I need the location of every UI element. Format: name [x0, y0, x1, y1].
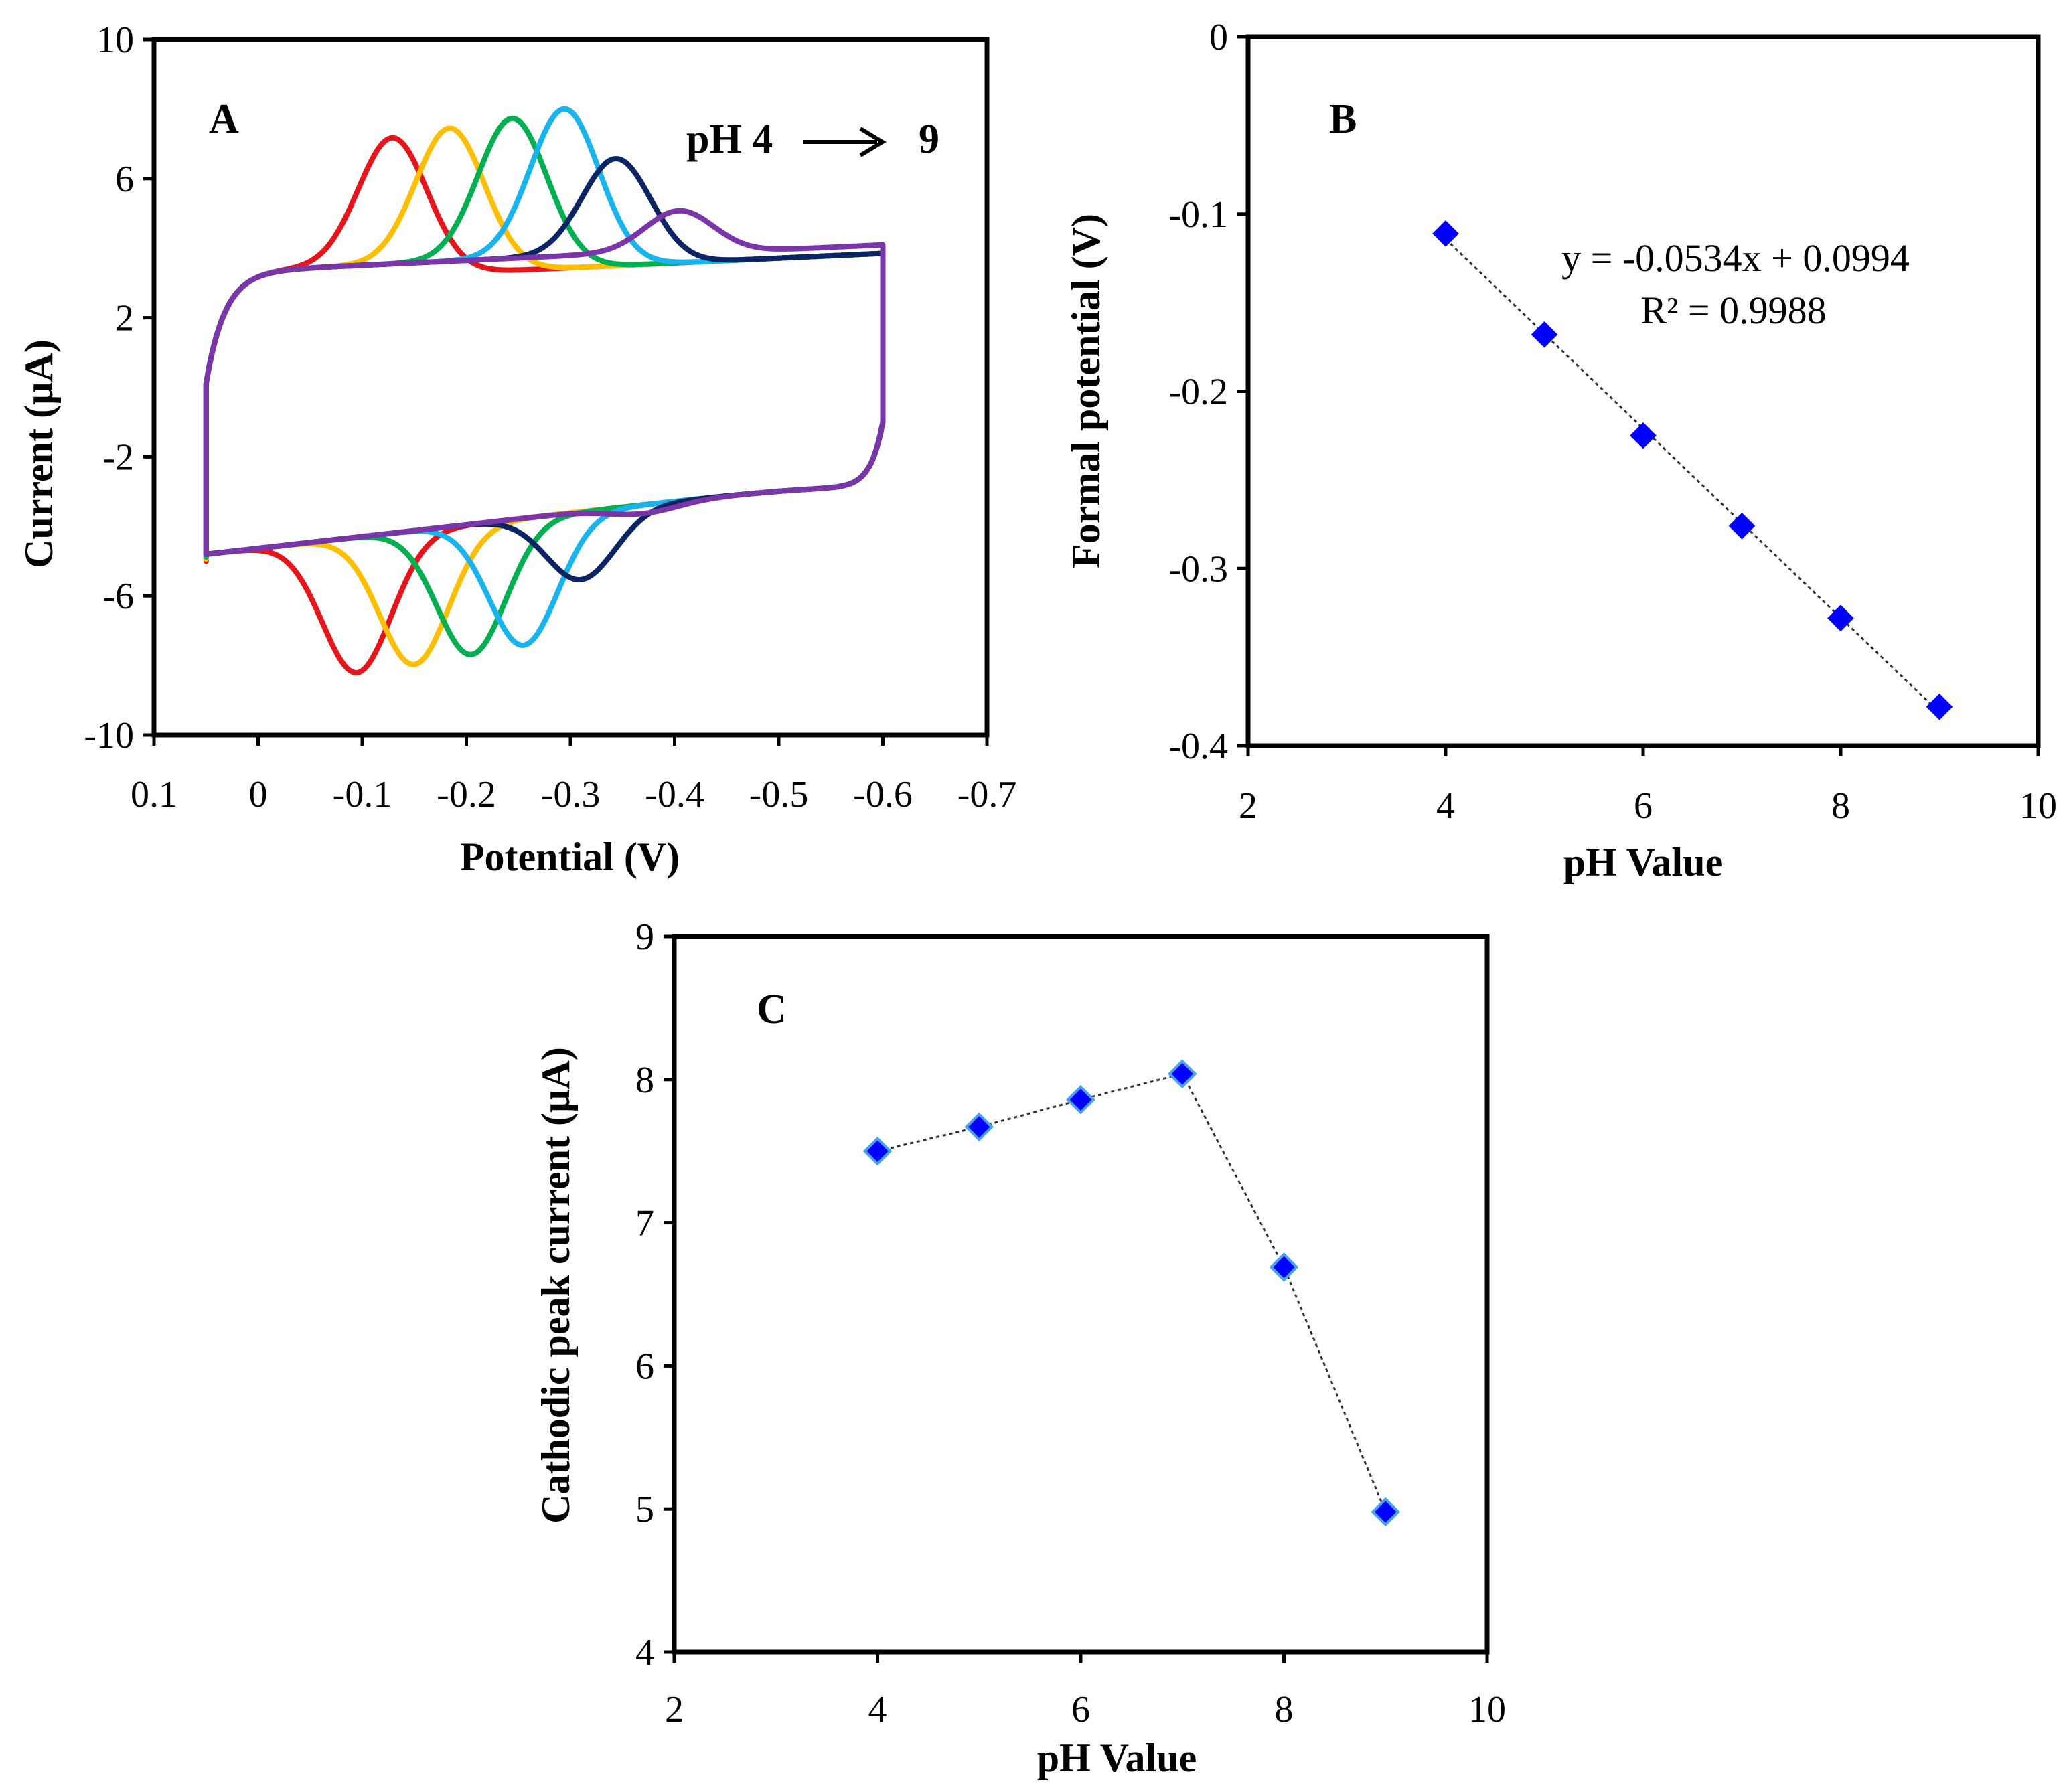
data-point [862, 1136, 893, 1166]
axis-ticks: 0.1 0 -0.1 -0.2 -0.3 -0.4 -0.5 -0.6 -0.7 10 6 2 -2 -6… [84, 19, 1016, 815]
y-tick-label: -6 [102, 576, 134, 617]
x-tick-label: 4 [868, 1689, 887, 1730]
panel-a-cv-chart: 0.1 0 -0.1 -0.2 -0.3 -0.4 -0.5 -0.6 -0.7 10 6 2 -2 -6… [17, 19, 1016, 879]
data-point [1926, 693, 1953, 720]
x-tick-label: 8 [1275, 1689, 1294, 1730]
y-axis-title: Cathodic peak current (µA) [534, 1047, 578, 1524]
y-tick-label: 4 [635, 1632, 654, 1674]
y-tick-label: 0 [1209, 17, 1228, 58]
panel-label: C [757, 987, 787, 1032]
arrow-icon [803, 127, 887, 157]
data-point [1432, 220, 1459, 247]
x-tick-label: 0.1 [131, 774, 177, 815]
x-axis-title: pH Value [1037, 1736, 1197, 1780]
x-tick-label: 6 [1071, 1689, 1090, 1730]
y-tick-label: -0.2 [1168, 372, 1228, 413]
data-point [1066, 1084, 1095, 1115]
cv-curve-ph-4 [203, 135, 886, 675]
y-tick-label: -2 [102, 436, 134, 478]
trendline [1444, 238, 1940, 714]
x-tick-label: -0.1 [333, 774, 392, 815]
data-point [1531, 321, 1558, 348]
x-tick-label: -0.3 [541, 774, 601, 815]
x-tick-label: 0 [249, 774, 268, 815]
x-tick-label: 2 [1239, 785, 1257, 827]
x-tick-label: 6 [1634, 785, 1653, 827]
x-tick-label: -0.5 [749, 774, 809, 815]
regression-equation: y = -0.0534x + 0.0994 [1561, 236, 1910, 280]
x-axis-title: pH Value [1563, 840, 1723, 884]
y-tick-label: 10 [96, 19, 134, 61]
data-point [1630, 422, 1657, 449]
cv-curve-ph-6 [203, 115, 886, 657]
data-point [1371, 1497, 1401, 1527]
axis-ticks: 2 4 6 8 10 0 -0.1 -0.2 -0.3 -0.4 [1168, 17, 2057, 827]
y-tick-label: 7 [635, 1203, 654, 1244]
ph-annotation-start: pH 4 [686, 116, 773, 162]
y-tick-label: 6 [115, 159, 134, 200]
series-line [877, 1072, 1387, 1513]
data-marks [862, 1059, 1401, 1527]
cv-curve-ph-9 [203, 208, 886, 557]
cv-curve-ph-5 [203, 125, 886, 667]
y-tick-label: 2 [115, 298, 134, 339]
plot-frame [1245, 34, 2041, 748]
panel-b-formal-potential-chart: 2 4 6 8 10 0 -0.1 -0.2 -0.3 -0.4 B y = -0.0534x +… [1064, 17, 2057, 884]
data-point [1167, 1059, 1197, 1089]
x-tick-label: 2 [665, 1689, 684, 1730]
y-tick-label: 5 [635, 1489, 654, 1530]
y-tick-label: -10 [84, 715, 134, 756]
data-point [1269, 1252, 1299, 1282]
cv-curve-ph-7 [203, 106, 886, 648]
y-axis-title: Current (µA) [17, 339, 61, 568]
x-tick-label: 10 [2019, 785, 2057, 827]
y-tick-label: 8 [635, 1060, 654, 1101]
y-tick-label: 6 [635, 1346, 654, 1387]
y-tick-label: -0.1 [1168, 194, 1228, 236]
panel-label: B [1329, 96, 1357, 142]
x-tick-label: -0.7 [958, 774, 1017, 815]
y-axis-title: Formal potential (V) [1064, 214, 1108, 568]
x-tick-label: -0.4 [645, 774, 704, 815]
x-tick-label: 4 [1436, 785, 1455, 827]
x-tick-label: 8 [1831, 785, 1850, 827]
x-tick-label: -0.6 [853, 774, 913, 815]
data-marks [1432, 220, 1953, 720]
data-point [1728, 512, 1756, 540]
y-tick-label: -0.4 [1168, 726, 1228, 767]
cv-curves [203, 106, 886, 675]
x-axis-title: Potential (V) [460, 835, 680, 879]
data-point [964, 1112, 994, 1142]
y-tick-label: -0.3 [1168, 548, 1228, 590]
plot-frame [672, 934, 1490, 1655]
y-tick-label: 9 [635, 916, 654, 958]
panel-label: A [209, 96, 239, 142]
data-point [1827, 604, 1854, 632]
r-squared: R² = 0.9988 [1640, 289, 1826, 332]
x-tick-label: 10 [1468, 1689, 1506, 1730]
ph-annotation-end: 9 [919, 116, 939, 162]
x-tick-label: -0.2 [437, 774, 496, 815]
